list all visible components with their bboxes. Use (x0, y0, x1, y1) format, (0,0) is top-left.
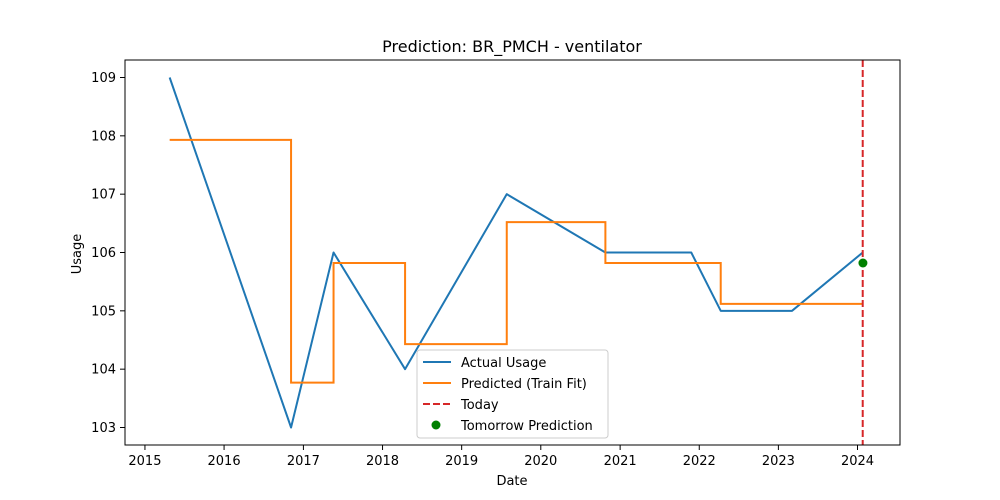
x-tick-label: 2016 (208, 454, 241, 469)
x-tick-label: 2023 (762, 454, 795, 469)
series-line-actual-usage (168, 77, 864, 429)
x-tick-label: 2015 (128, 454, 161, 469)
series-line-predicted-train-fit (169, 138, 863, 384)
y-axis-label: Usage (70, 234, 85, 275)
y-tick-label: 107 (91, 188, 116, 203)
x-tick-label: 2021 (604, 454, 637, 469)
chart-title: Prediction: BR_PMCH - ventilator (382, 37, 642, 57)
tomorrow-prediction-point (858, 258, 868, 268)
y-tick-label: 109 (91, 71, 116, 86)
y-tick-label: 108 (91, 129, 116, 144)
x-tick-label: 2019 (445, 454, 478, 469)
legend-label-predicted-train-fit: Predicted (Train Fit) (461, 377, 587, 392)
y-tick-label: 104 (91, 363, 116, 378)
y-tick-label: 105 (91, 304, 116, 319)
legend: Actual Usage Predicted (Train Fit) Today To… (416, 349, 609, 439)
x-tick-label: 2017 (287, 454, 320, 469)
axes-layer: 2015 2016 2017 2018 2019 2020 2021 2022 2023 2024… (91, 59, 901, 469)
x-tick-label: 2024 (841, 454, 874, 469)
x-tick-label: 2018 (366, 454, 399, 469)
legend-box (416, 349, 609, 439)
legend-label-today: Today (460, 398, 499, 413)
y-tick-label: 103 (91, 421, 116, 436)
plot-layer (168, 60, 868, 445)
legend-label-tomorrow-prediction: Tomorrow Prediction (460, 419, 593, 434)
legend-label-actual-usage: Actual Usage (461, 356, 546, 371)
x-tick-label: 2022 (683, 454, 716, 469)
x-axis-label: Date (496, 474, 527, 489)
legend-marker-tomorrow-prediction (431, 420, 441, 430)
y-tick-label: 106 (91, 246, 116, 261)
x-tick-label: 2020 (524, 454, 557, 469)
